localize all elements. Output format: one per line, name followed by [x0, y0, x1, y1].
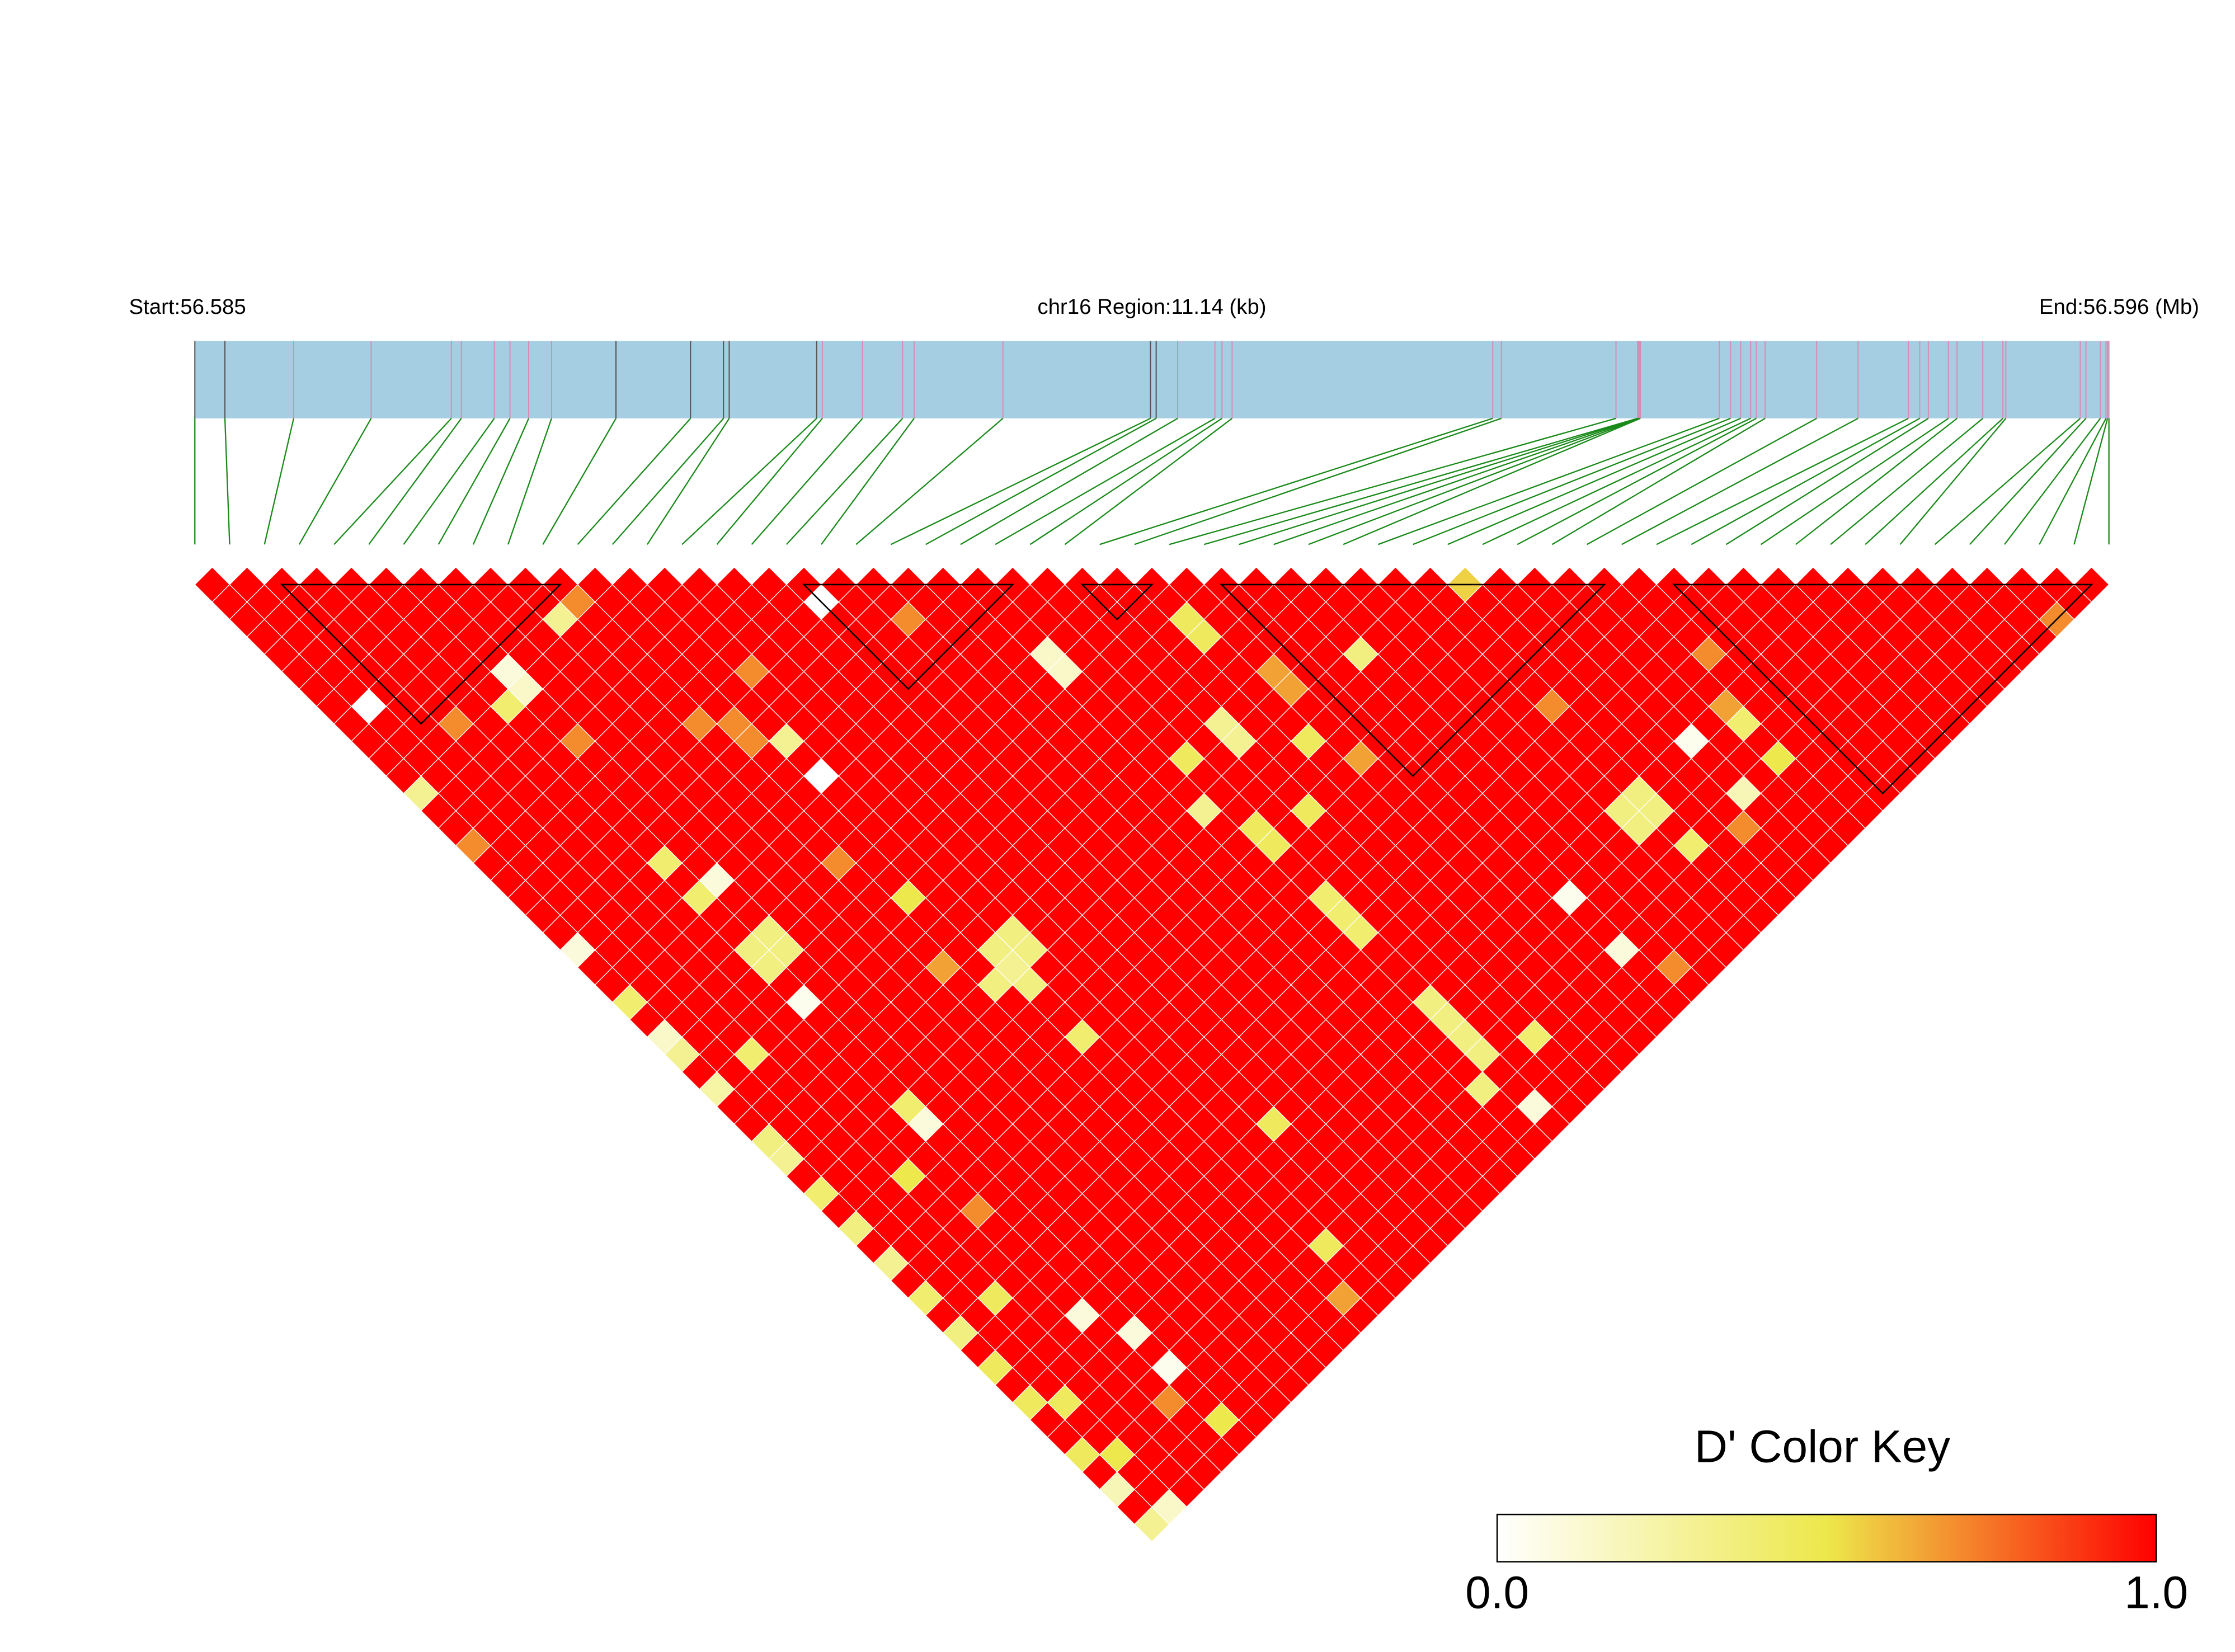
snp-connector	[403, 418, 495, 545]
snp-connector	[995, 417, 1216, 545]
snp-connector	[333, 418, 452, 545]
start-label: Start:56.585	[129, 295, 246, 319]
snp-connector	[1760, 417, 1949, 545]
snp-connector	[2004, 418, 2101, 545]
snp-connector	[1203, 417, 1638, 545]
snp-connector	[925, 417, 1157, 545]
snp-connector	[1656, 417, 1909, 545]
snp-connector	[960, 417, 1178, 545]
snp-connector	[821, 418, 915, 545]
ld-block	[1220, 583, 1606, 777]
snp-connector	[1830, 417, 1983, 545]
snp-connector	[2039, 418, 2107, 545]
snp-connector	[716, 418, 823, 545]
region-title: chr16 Region:11.14 (kb)	[1037, 295, 1266, 319]
snp-connector	[264, 418, 295, 545]
snp-connector	[785, 418, 904, 545]
snp-connector	[1447, 417, 1741, 545]
ld-block	[1672, 583, 2093, 795]
end-label: End:56.596 (Mb)	[2039, 295, 2199, 319]
snp-connector	[1064, 417, 1233, 545]
snp-connector	[507, 418, 552, 545]
snp-connector	[1795, 417, 1958, 545]
snp-connector	[1029, 417, 1222, 545]
snp-connector	[611, 418, 724, 545]
snp-connector	[1621, 417, 1858, 545]
ld-block	[1080, 583, 1154, 620]
snp-connector	[1308, 417, 1640, 545]
snp-connector	[1413, 417, 1731, 545]
snp-connector	[1099, 417, 1493, 545]
snp-connector	[224, 418, 230, 545]
snp-connector	[1725, 417, 1929, 545]
snp-connector	[1969, 418, 2087, 545]
color-key	[1496, 1513, 2157, 1562]
gene-track	[195, 341, 2109, 418]
snp-connector	[1899, 418, 2007, 545]
snp-connector	[1691, 417, 1921, 545]
snp-connector	[1343, 417, 1641, 545]
snp-connector	[542, 418, 617, 545]
snp-connector	[298, 418, 372, 545]
snp-connector	[1169, 417, 1616, 545]
snp-connector	[647, 418, 730, 545]
snp-connector	[1377, 417, 1720, 545]
snp-connector	[1934, 417, 2081, 545]
legend-tick-label: 0.0	[1465, 1568, 1529, 1618]
ld-block	[802, 583, 1015, 690]
snp-connector	[437, 418, 511, 545]
snp-connector	[1517, 417, 1757, 545]
snp-connector	[1134, 417, 1502, 545]
snp-connector	[1586, 417, 1817, 545]
snp-connector	[1273, 417, 1640, 545]
snp-connector	[1865, 418, 2003, 545]
snp-connector	[855, 417, 1004, 545]
legend-title: D' Color Key	[1695, 1422, 1950, 1472]
snp-connector	[681, 418, 817, 545]
snp-connector	[577, 418, 691, 545]
snp-connector	[2073, 418, 2109, 545]
legend-tick-label: 1.0	[2124, 1568, 2188, 1618]
snp-connector	[1551, 417, 1766, 545]
snp-connector	[1482, 417, 1751, 545]
ld-block	[280, 583, 562, 725]
snp-connector	[890, 417, 1151, 545]
snp-connector	[472, 418, 530, 545]
snp-connector	[1239, 417, 1639, 545]
snp-connector	[368, 418, 462, 545]
snp-connector	[751, 418, 863, 545]
